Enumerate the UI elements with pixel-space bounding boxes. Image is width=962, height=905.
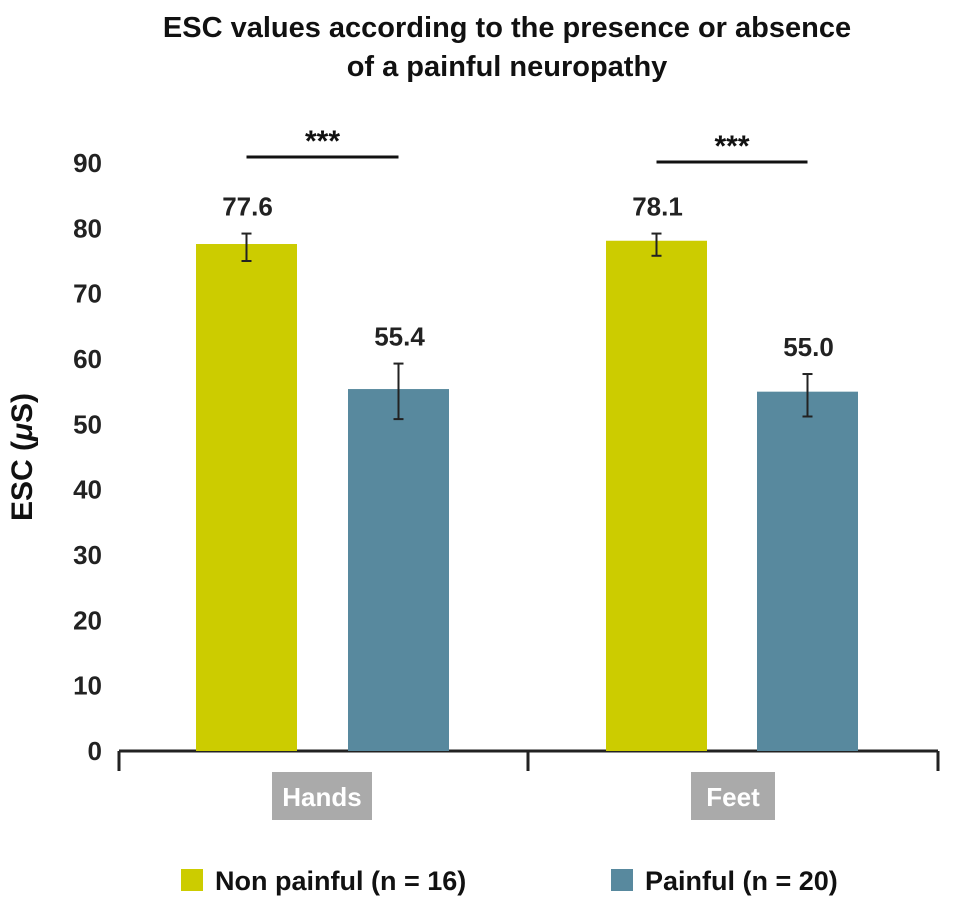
value-labels: 77.6 78.1 55.4 55.0 xyxy=(222,192,834,362)
y-tick-label: 0 xyxy=(88,736,102,766)
category-labels: Hands Feet xyxy=(272,772,775,820)
chart-title-line-2: of a painful neuropathy xyxy=(347,51,668,83)
y-tick-label: 90 xyxy=(73,148,102,178)
category-label-background xyxy=(691,772,775,820)
y-tick-label: 40 xyxy=(73,475,102,505)
y-tick-label: 50 xyxy=(73,409,102,439)
y-axis-ticks: 0 10 20 30 40 50 60 70 80 90 xyxy=(73,148,102,766)
legend-label: Painful (n = 20) xyxy=(645,866,838,896)
y-tick-label: 60 xyxy=(73,344,102,374)
chart-title-line-1: ESC values according to the presence or … xyxy=(163,12,851,44)
legend-swatch xyxy=(181,869,203,891)
category-label-background xyxy=(272,772,372,820)
legend-label: Non painful (n = 16) xyxy=(215,866,466,896)
error-bars xyxy=(241,232,813,421)
y-axis-label-suffix: S) xyxy=(6,393,39,423)
significance-label: *** xyxy=(305,125,340,158)
significance-markers: *** *** xyxy=(246,125,808,164)
data-label: 78.1 xyxy=(632,192,683,222)
bar xyxy=(196,244,297,751)
bars xyxy=(196,240,858,751)
x-axis xyxy=(117,749,940,771)
y-axis-label: ESC (μS) xyxy=(6,393,39,521)
legend: Non painful (n = 16) Painful (n = 20) xyxy=(181,866,838,896)
bar xyxy=(348,389,449,751)
chart-title: ESC values according to the presence or … xyxy=(163,12,851,83)
y-tick-label: 30 xyxy=(73,540,102,570)
y-tick-label: 70 xyxy=(73,279,102,309)
data-label: 55.4 xyxy=(374,322,425,352)
category-label: Hands xyxy=(282,782,361,812)
y-tick-label: 10 xyxy=(73,671,102,701)
y-axis-label-mu: μ xyxy=(6,423,39,442)
data-label: 55.0 xyxy=(783,332,834,362)
y-tick-label: 80 xyxy=(73,213,102,243)
category-label: Feet xyxy=(706,782,760,812)
bar xyxy=(757,391,858,751)
data-label: 77.6 xyxy=(222,192,273,222)
y-tick-label: 20 xyxy=(73,605,102,635)
legend-swatch xyxy=(611,869,633,891)
y-axis-label-prefix: ESC ( xyxy=(6,441,39,521)
bar xyxy=(606,240,707,751)
significance-label: *** xyxy=(714,130,749,163)
